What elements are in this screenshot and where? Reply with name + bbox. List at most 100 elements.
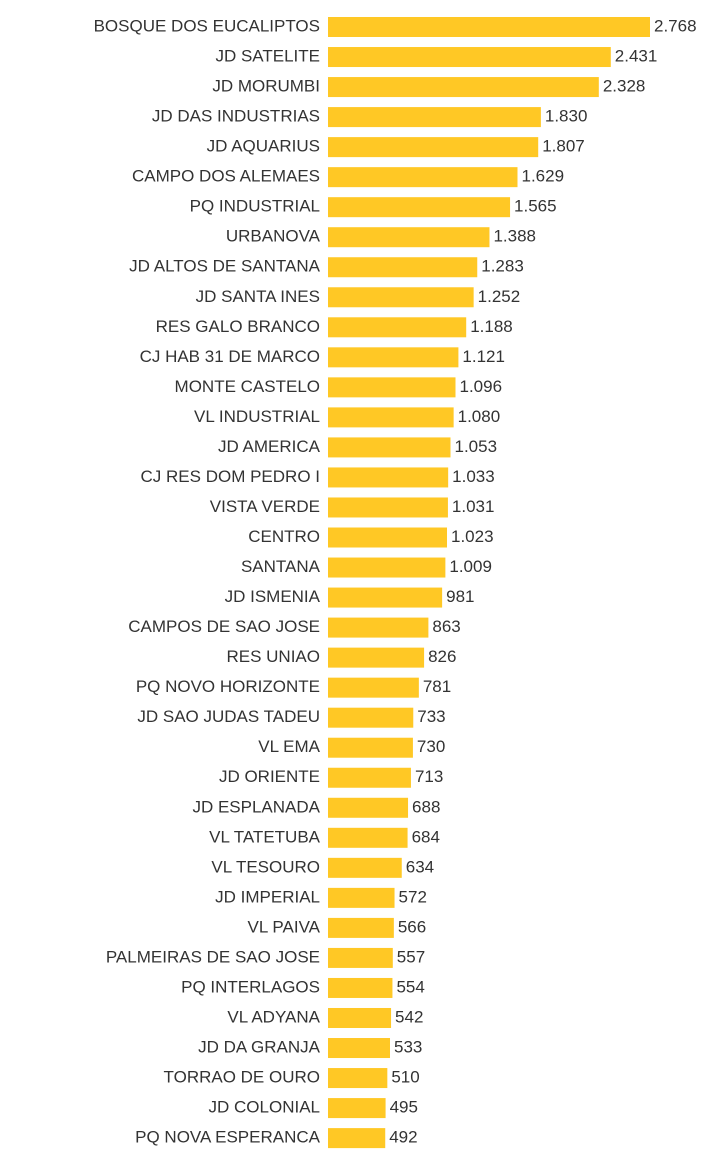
category-label: JD SANTA INES: [196, 287, 320, 306]
value-label: 1.096: [459, 377, 502, 396]
bar: [328, 677, 419, 698]
bar: [328, 467, 449, 488]
value-label: 542: [395, 1007, 423, 1026]
category-label: URBANOVA: [226, 227, 321, 246]
category-label: JD AMERICA: [218, 437, 321, 456]
bar: [328, 107, 541, 128]
value-label: 2.328: [603, 77, 646, 96]
value-label: 781: [423, 677, 451, 696]
value-label: 826: [428, 647, 456, 666]
value-label: 684: [412, 827, 440, 846]
value-label: 733: [417, 707, 445, 726]
bar: [328, 587, 443, 608]
value-label: 863: [432, 617, 460, 636]
bar: [328, 1098, 386, 1119]
category-label: JD ALTOS DE SANTANA: [129, 257, 320, 276]
category-label: VL EMA: [258, 737, 320, 756]
category-label: JD ORIENTE: [219, 767, 320, 786]
value-label: 1.053: [454, 437, 497, 456]
category-label: VL INDUSTRIAL: [194, 407, 320, 426]
bar: [328, 557, 446, 578]
bar: [328, 647, 425, 668]
bar: [328, 707, 414, 728]
bar: [328, 527, 448, 548]
category-label: VL PAIVA: [248, 917, 321, 936]
bar: [328, 17, 650, 37]
category-label: CAMPO DOS ALEMAES: [132, 167, 320, 186]
value-label: 1.031: [452, 497, 495, 516]
value-label: 1.629: [522, 167, 565, 186]
value-label: 1.283: [481, 257, 524, 276]
bar: [328, 1128, 386, 1149]
bar: [328, 497, 448, 518]
bar: [328, 437, 451, 458]
value-label: 634: [406, 857, 434, 876]
bar: [328, 197, 511, 218]
bar: [328, 1007, 392, 1028]
category-label: VL TESOURO: [211, 857, 320, 876]
value-label: 1.830: [545, 107, 588, 126]
bar: [328, 977, 393, 998]
category-label: VL TATETUBA: [209, 827, 321, 846]
category-label: VL ADYANA: [227, 1007, 320, 1026]
category-label: JD MORUMBI: [212, 77, 320, 96]
category-label: CENTRO: [248, 527, 320, 546]
value-label: 1.565: [514, 197, 557, 216]
category-label: CJ RES DOM PEDRO I: [141, 467, 320, 486]
value-label: 566: [398, 917, 426, 936]
bar: [328, 857, 402, 878]
value-label: 1.121: [462, 347, 505, 366]
category-label: SANTANA: [241, 557, 321, 576]
category-label: PQ NOVA ESPERANCA: [135, 1128, 321, 1147]
value-label: 533: [394, 1038, 422, 1057]
value-label: 1.807: [542, 137, 585, 156]
bar: [328, 227, 490, 248]
value-label: 1.188: [470, 317, 513, 336]
bar: [328, 947, 393, 968]
value-label: 492: [389, 1128, 417, 1147]
bar: [328, 167, 518, 188]
category-label: PQ NOVO HORIZONTE: [136, 677, 320, 696]
category-label: PALMEIRAS DE SAO JOSE: [106, 947, 320, 966]
bar: [328, 47, 611, 68]
value-label: 688: [412, 797, 440, 816]
value-label: 572: [399, 887, 427, 906]
category-label: VISTA VERDE: [210, 497, 320, 516]
value-label: 1.252: [478, 287, 521, 306]
category-label: JD SATELITE: [215, 47, 320, 66]
category-label: JD ISMENIA: [225, 587, 321, 606]
bar: [328, 617, 429, 638]
category-label: PQ INTERLAGOS: [181, 977, 320, 996]
bar: [328, 917, 394, 938]
category-label: JD SAO JUDAS TADEU: [137, 707, 320, 726]
value-label: 510: [391, 1068, 419, 1087]
category-label: JD AQUARIUS: [207, 137, 320, 156]
category-label: CAMPOS DE SAO JOSE: [128, 617, 320, 636]
bar: [328, 1038, 391, 1059]
bar: [328, 317, 467, 338]
value-label: 2.431: [615, 47, 658, 66]
value-label: 1.388: [493, 227, 536, 246]
category-label: JD ESPLANADA: [192, 797, 320, 816]
category-label: JD DA GRANJA: [198, 1038, 321, 1057]
value-label: 730: [417, 737, 445, 756]
value-label: 981: [446, 587, 474, 606]
value-label: 495: [390, 1098, 418, 1117]
bar: [328, 827, 408, 848]
category-label: TORRAO DE OURO: [164, 1068, 320, 1087]
bar: [328, 287, 474, 308]
bar: [328, 137, 539, 158]
value-label: 2.768: [654, 16, 697, 35]
value-label: 1.023: [451, 527, 494, 546]
category-label: MONTE CASTELO: [175, 377, 320, 396]
bar: [328, 77, 599, 98]
category-label: JD IMPERIAL: [215, 887, 320, 906]
bar: [328, 887, 395, 908]
value-label: 554: [396, 977, 424, 996]
category-label: JD COLONIAL: [209, 1098, 320, 1117]
value-label: 1.080: [458, 407, 501, 426]
bar: [328, 737, 413, 758]
bar: [328, 1068, 388, 1089]
